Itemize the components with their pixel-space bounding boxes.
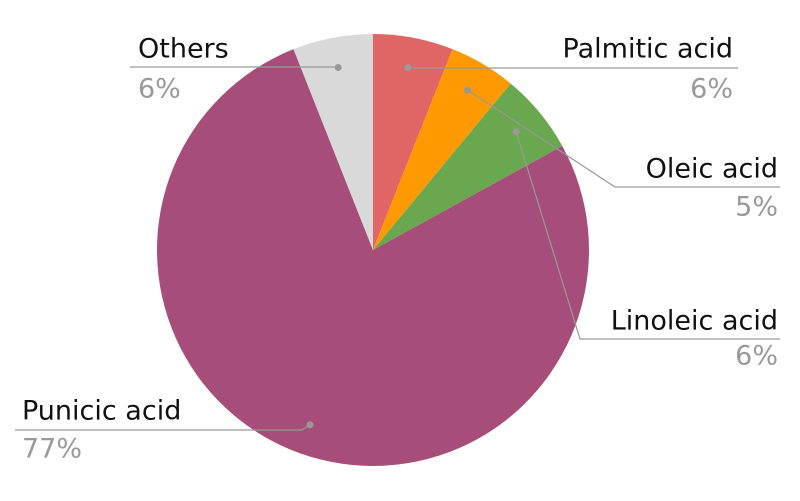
leader-dot (306, 421, 314, 429)
pie-slice (373, 49, 511, 251)
leader-dot (512, 128, 520, 136)
leader-dot (334, 64, 342, 72)
leader-dot (464, 86, 472, 94)
slice-value-label: 6% (735, 341, 778, 372)
pie-slice (293, 34, 373, 250)
pie-slice (373, 34, 453, 250)
slice-value-label: 5% (735, 192, 778, 223)
slice-value-label: 6% (690, 74, 733, 105)
slice-label: Others (138, 34, 229, 65)
slice-label: Oleic acid (646, 154, 778, 185)
pie-slice (156, 49, 589, 467)
leader-line (515, 131, 780, 340)
slice-label: Palmitic acid (563, 34, 733, 65)
leader-line (130, 66, 339, 68)
slice-label: Punicic acid (22, 396, 181, 427)
slice-value-label: 6% (138, 74, 181, 105)
slice-label: Linoleic acid (611, 306, 778, 337)
leader-dot (404, 64, 412, 72)
leader-line (467, 89, 780, 188)
slice-value-label: 77% (22, 434, 82, 465)
pie-slice (373, 83, 563, 250)
